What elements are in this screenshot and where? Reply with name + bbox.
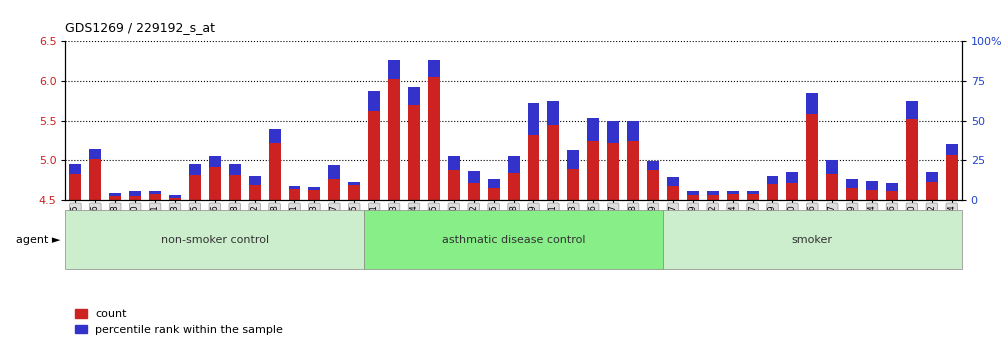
Bar xyxy=(766,176,778,184)
Bar xyxy=(925,172,938,182)
Bar xyxy=(746,190,758,194)
Bar xyxy=(208,156,221,167)
Bar xyxy=(129,196,141,200)
Bar xyxy=(766,184,778,200)
Bar xyxy=(208,167,221,200)
Bar xyxy=(548,101,559,125)
Bar xyxy=(807,115,819,200)
Bar xyxy=(229,175,241,200)
Bar xyxy=(65,210,365,269)
Bar xyxy=(548,125,559,200)
Bar xyxy=(687,195,699,200)
Bar xyxy=(827,160,838,174)
Bar xyxy=(408,87,420,105)
Bar xyxy=(308,187,320,190)
Bar xyxy=(786,171,799,183)
Bar xyxy=(90,149,102,159)
Bar xyxy=(846,188,858,200)
Bar xyxy=(149,194,161,200)
Bar xyxy=(365,210,663,269)
Bar xyxy=(348,182,361,185)
Text: GDS1269 / 229192_s_at: GDS1269 / 229192_s_at xyxy=(65,21,215,34)
Bar xyxy=(528,103,540,135)
Bar xyxy=(627,141,639,200)
Bar xyxy=(110,193,121,196)
Bar xyxy=(607,121,619,143)
Bar xyxy=(448,170,460,200)
Bar xyxy=(906,119,917,200)
Bar xyxy=(369,91,380,111)
Bar xyxy=(448,156,460,170)
Bar xyxy=(906,101,917,119)
Bar xyxy=(567,150,579,169)
Bar xyxy=(269,129,281,143)
Bar xyxy=(388,60,400,79)
Bar xyxy=(348,185,361,200)
Bar xyxy=(607,143,619,200)
Bar xyxy=(946,144,958,155)
Bar xyxy=(587,118,599,141)
Bar xyxy=(308,190,320,200)
Text: smoker: smoker xyxy=(792,235,833,245)
Bar xyxy=(687,190,699,195)
Bar xyxy=(328,165,340,179)
Bar xyxy=(388,79,400,200)
Bar xyxy=(369,111,380,200)
Bar xyxy=(428,77,440,200)
Bar xyxy=(648,161,659,170)
Bar xyxy=(269,143,281,200)
Bar xyxy=(528,135,540,200)
Bar xyxy=(289,189,300,200)
Bar xyxy=(627,121,639,141)
Bar xyxy=(487,188,499,200)
Bar xyxy=(807,93,819,115)
Text: asthmatic disease control: asthmatic disease control xyxy=(442,235,585,245)
Bar xyxy=(69,174,82,200)
Bar xyxy=(508,173,520,200)
Bar xyxy=(189,175,200,200)
Bar xyxy=(567,169,579,200)
Bar xyxy=(249,176,261,185)
Bar xyxy=(289,186,300,189)
Bar xyxy=(328,179,340,200)
Bar xyxy=(846,179,858,188)
Bar xyxy=(110,196,121,200)
Bar xyxy=(786,183,799,200)
Bar xyxy=(886,183,898,190)
Bar xyxy=(663,210,962,269)
Bar xyxy=(508,157,520,173)
Text: agent ►: agent ► xyxy=(16,235,60,245)
Bar xyxy=(727,194,738,200)
Bar xyxy=(886,190,898,200)
Bar xyxy=(428,60,440,77)
Bar xyxy=(468,183,479,200)
Bar xyxy=(827,174,838,200)
Bar xyxy=(229,164,241,175)
Bar xyxy=(169,198,181,200)
Bar xyxy=(925,182,938,200)
Text: non-smoker control: non-smoker control xyxy=(161,235,269,245)
Bar xyxy=(667,177,679,186)
Bar xyxy=(189,164,200,175)
Bar xyxy=(866,181,878,190)
Bar xyxy=(866,190,878,200)
Bar xyxy=(90,159,102,200)
Bar xyxy=(468,171,479,183)
Bar xyxy=(129,191,141,196)
Bar xyxy=(707,191,719,195)
Bar xyxy=(587,141,599,200)
Bar xyxy=(648,170,659,200)
Bar xyxy=(249,185,261,200)
Bar xyxy=(727,190,738,194)
Bar xyxy=(169,195,181,198)
Bar xyxy=(746,194,758,200)
Bar xyxy=(667,186,679,200)
Bar xyxy=(149,190,161,194)
Bar xyxy=(408,105,420,200)
Bar xyxy=(946,155,958,200)
Legend: count, percentile rank within the sample: count, percentile rank within the sample xyxy=(71,305,288,339)
Bar xyxy=(69,164,82,174)
Bar xyxy=(487,179,499,188)
Bar xyxy=(707,195,719,200)
